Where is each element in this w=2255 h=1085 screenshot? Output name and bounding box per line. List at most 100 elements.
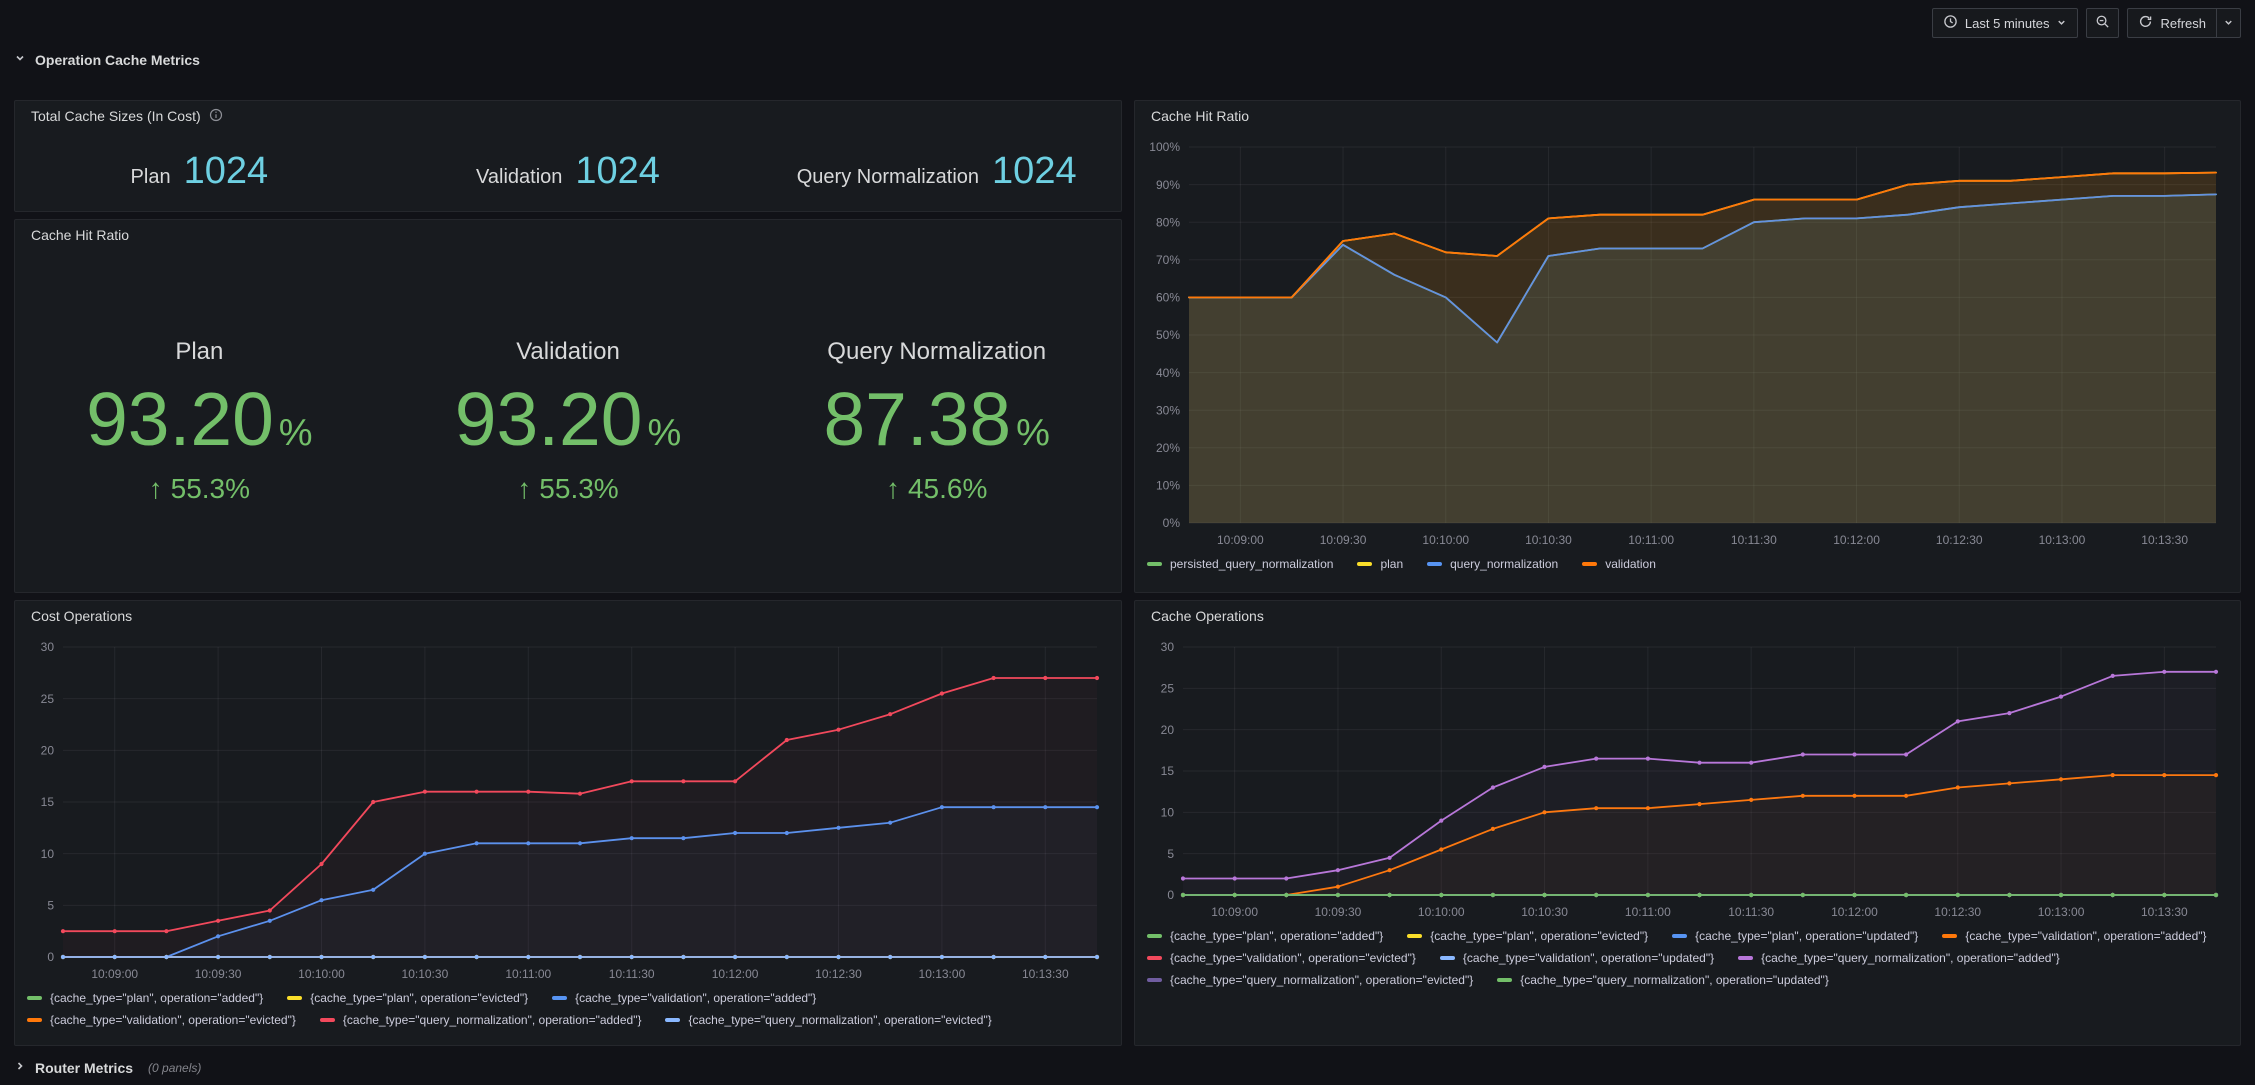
- series-point: [1852, 752, 1857, 757]
- panel-cache-hit-ratio-chart: Cache Hit Ratio 0% 10% 20% 30% 40% 50% 60% 70% 8…: [1134, 100, 2241, 593]
- series-point: [1594, 756, 1599, 761]
- legend-item[interactable]: {cache_type="query_normalization", opera…: [319, 1013, 641, 1027]
- legend-item[interactable]: persisted_query_normalization: [1147, 557, 1333, 571]
- stat-validation-size: Validation 1024: [384, 150, 753, 193]
- hit_ratio-plot[interactable]: 0% 10% 20% 30% 40% 50% 60% 70% 80% 90% 100% 10:09:0…: [1143, 135, 2232, 553]
- stat-label: Plan: [175, 337, 224, 365]
- y-axis-tick-label: 20: [1161, 723, 1175, 737]
- series-point: [319, 861, 324, 867]
- stat-delta: ↑ 45.6%: [885, 472, 988, 504]
- legend-item[interactable]: {cache_type="validation", operation="upd…: [1439, 951, 1714, 965]
- legend-item[interactable]: plan: [1357, 557, 1403, 571]
- legend-item[interactable]: {cache_type="plan", operation="added"}: [27, 991, 263, 1005]
- legend-item[interactable]: validation: [1582, 557, 1656, 571]
- x-axis-tick-label: 10:10:00: [1422, 533, 1469, 547]
- legend-series-label: persisted_query_normalization: [1170, 557, 1334, 571]
- refresh-interval-dropdown[interactable]: [2216, 8, 2241, 38]
- legend-item[interactable]: {cache_type="query_normalization", opera…: [1738, 951, 2060, 965]
- y-axis-tick-label: 20: [41, 744, 55, 758]
- row-title: Operation Cache Metrics: [35, 52, 200, 68]
- refresh-button[interactable]: Refresh: [2127, 8, 2216, 38]
- series-point: [2213, 669, 2219, 674]
- legend-item[interactable]: {cache_type="plan", operation="added"}: [1147, 929, 1383, 943]
- legend-item[interactable]: {cache_type="plan", operation="evicted"}: [287, 991, 528, 1005]
- row-operation-cache-metrics[interactable]: Operation Cache Metrics: [14, 48, 200, 72]
- x-axis-tick-label: 10:09:00: [1217, 533, 1264, 547]
- legend-series-label: query_normalization: [1450, 557, 1559, 571]
- stat-value: 93.20%: [86, 376, 313, 461]
- legend-series-swatch: [1147, 956, 1162, 960]
- stat-label: Validation: [516, 337, 620, 365]
- legend-series-swatch: [1427, 562, 1443, 566]
- series-point: [1749, 760, 1754, 765]
- legend-item[interactable]: {cache_type="query_normalization", opera…: [1147, 973, 1473, 987]
- x-axis-tick-label: 10:10:30: [402, 967, 449, 981]
- series-point: [267, 954, 272, 960]
- series-point: [681, 836, 686, 841]
- legend-item[interactable]: {cache_type="validation", operation="add…: [1942, 929, 2207, 943]
- series-point: [216, 934, 221, 939]
- panel-title[interactable]: Cache Hit Ratio: [1135, 101, 2240, 131]
- series-point: [2058, 892, 2064, 898]
- legend-item[interactable]: {cache_type="plan", operation="evicted"}: [1407, 929, 1648, 943]
- panel-title[interactable]: Cache Hit Ratio: [15, 220, 1121, 250]
- legend-series-label: {cache_type="plan", operation="evicted"}: [310, 991, 529, 1005]
- y-axis-tick-label: 30: [1161, 640, 1175, 654]
- series-point: [2007, 892, 2012, 898]
- series-point: [422, 851, 427, 856]
- stat-value: 1024: [992, 149, 1077, 192]
- legend-item[interactable]: {cache_type="validation", operation="add…: [552, 991, 816, 1005]
- series-point: [939, 805, 945, 810]
- time-range-picker[interactable]: Last 5 minutes: [1931, 8, 2079, 38]
- x-axis-tick-label: 10:13:00: [919, 967, 966, 981]
- series-point: [371, 799, 376, 805]
- series-point: [1955, 719, 1960, 724]
- stat-plan-size: Plan 1024: [15, 150, 384, 193]
- series-point: [784, 830, 789, 836]
- panel-title[interactable]: Cost Operations: [15, 601, 1121, 631]
- legend-series-label: {cache_type="query_normalization", opera…: [1761, 951, 2060, 965]
- cost-operations-chart[interactable]: 0 5 10 15 20 25 30 10:09:00 10:09:30 10:10:00 10:1…: [23, 635, 1113, 987]
- panel-title[interactable]: Cache Operations: [1135, 601, 2240, 631]
- legend-item[interactable]: query_normalization: [1427, 557, 1558, 571]
- cost_operations-plot[interactable]: 0 5 10 15 20 25 30 10:09:00 10:09:30 10:10:00 10:1…: [23, 635, 1113, 987]
- hit-ratio-stats: Plan 93.20% ↑ 55.3% Validation 93.20% ↑ …: [15, 250, 1121, 592]
- stat-query-normalization-size: Query Normalization 1024: [752, 150, 1121, 193]
- cache-operations-chart[interactable]: 0 5 10 15 20 25 30 10:09:00 10:09:30 10:10:00 10:1…: [1143, 635, 2232, 925]
- info-icon[interactable]: [209, 108, 223, 125]
- series-point: [1749, 892, 1754, 898]
- x-axis-tick-label: 10:13:30: [1022, 967, 1069, 981]
- series-point: [1749, 797, 1754, 802]
- series-point: [2110, 673, 2115, 678]
- cache_operations-plot[interactable]: 0 5 10 15 20 25 30 10:09:00 10:09:30 10:10:00 10:1…: [1143, 635, 2232, 925]
- panel-title[interactable]: Total Cache Sizes (In Cost): [15, 101, 1121, 131]
- series-point: [474, 789, 479, 794]
- series-point: [1904, 793, 1909, 798]
- cache-hit-ratio-chart[interactable]: 0% 10% 20% 30% 40% 50% 60% 70% 80% 90% 100% 10:09:0…: [1143, 135, 2232, 553]
- series-point: [1043, 954, 1048, 960]
- x-axis-tick-label: 10:10:00: [298, 967, 345, 981]
- legend-series-swatch: [1582, 562, 1598, 566]
- legend-item[interactable]: {cache_type="validation", operation="evi…: [1147, 951, 1416, 965]
- legend-item[interactable]: {cache_type="validation", operation="evi…: [27, 1013, 296, 1027]
- stat-label: Query Normalization: [827, 337, 1047, 365]
- legend-item[interactable]: {cache_type="query_normalization", opera…: [665, 1013, 992, 1027]
- zoom-out-button[interactable]: [2086, 8, 2120, 38]
- legend-series-swatch: [27, 996, 42, 1000]
- legend-item[interactable]: {cache_type="query_normalization", opera…: [1497, 973, 1829, 987]
- x-axis-tick-label: 10:09:30: [195, 967, 242, 981]
- series-point: [2213, 773, 2219, 778]
- series-point: [526, 789, 531, 794]
- series-point: [1490, 892, 1495, 898]
- y-axis-tick-label: 0: [1167, 888, 1174, 902]
- series-point: [2058, 777, 2064, 782]
- legend-series-swatch: [27, 1018, 42, 1022]
- series-point: [422, 954, 427, 960]
- legend-item[interactable]: {cache_type="plan", operation="updated"}: [1672, 929, 1918, 943]
- panel-title-text: Total Cache Sizes (In Cost): [31, 108, 201, 124]
- row-router-metrics[interactable]: Router Metrics (0 panels): [14, 1056, 201, 1080]
- series-point: [2110, 892, 2115, 898]
- panel-title-text: Cache Hit Ratio: [31, 227, 130, 243]
- series-point: [1800, 892, 1805, 898]
- series-point: [1904, 892, 1909, 898]
